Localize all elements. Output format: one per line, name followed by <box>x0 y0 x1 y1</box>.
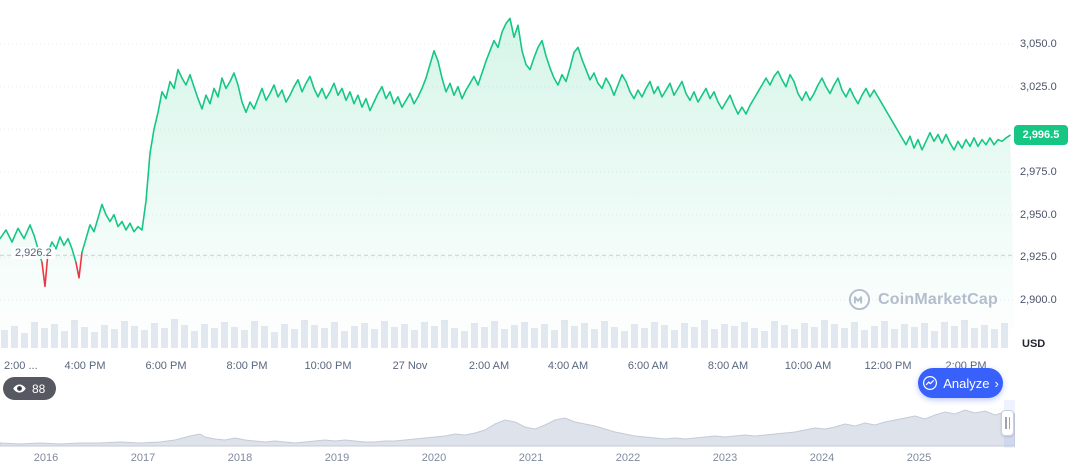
price-axis-label: 3,025.0 <box>1020 80 1057 93</box>
navigator-brush-handle[interactable] <box>1001 410 1014 436</box>
watermark-text: CoinMarketCap <box>878 290 998 308</box>
year-label[interactable]: 2017 <box>130 452 156 464</box>
history-navigator[interactable] <box>0 400 1015 448</box>
year-label[interactable]: 2023 <box>712 452 738 464</box>
price-axis-label: 2,950.0 <box>1020 208 1057 221</box>
watchers-count: 88 <box>32 381 46 396</box>
year-label[interactable]: 2021 <box>518 452 544 464</box>
price-axis-label: 2,975.0 <box>1020 166 1057 178</box>
year-axis: 2016 2017 2018 2019 2020 2021 2022 2023 2024 2025 <box>0 452 1015 466</box>
price-axis-label: 3,050.0 <box>1020 38 1057 50</box>
analyze-icon <box>922 375 938 391</box>
analyze-label: Analyze <box>943 375 990 391</box>
price-chart[interactable] <box>0 0 1015 352</box>
price-axis-unit: USD <box>1022 338 1046 350</box>
time-axis-label: 4:00 AM <box>547 360 589 372</box>
prev-close-label: 2,926.2 <box>12 247 55 260</box>
time-axis-label: 27 Nov <box>392 360 428 372</box>
analyze-button[interactable]: Analyze › <box>918 368 1003 398</box>
time-axis-label: 4:00 PM <box>64 360 106 372</box>
time-axis-label: 2:00 ... <box>4 360 38 372</box>
time-axis-label: 8:00 PM <box>226 360 268 372</box>
year-label[interactable]: 2025 <box>906 452 932 464</box>
year-label[interactable]: 2018 <box>227 452 253 464</box>
year-label[interactable]: 2020 <box>421 452 447 464</box>
time-axis-label: 6:00 AM <box>627 360 669 372</box>
year-label[interactable]: 2022 <box>615 452 641 464</box>
year-label[interactable]: 2016 <box>33 452 59 464</box>
coinmarketcap-logo-icon <box>848 288 871 311</box>
eye-icon <box>12 381 27 396</box>
time-axis-label: 8:00 AM <box>707 360 749 372</box>
time-axis-label: 6:00 PM <box>145 360 187 372</box>
year-label[interactable]: 2019 <box>324 452 350 464</box>
time-axis-label: 12:00 PM <box>864 360 912 372</box>
time-axis: 2:00 ... 4:00 PM 6:00 PM 8:00 PM 10:00 PM 27 … <box>0 360 1015 376</box>
current-price-badge: 2,996.5 <box>1014 125 1068 146</box>
time-axis-label: 10:00 AM <box>784 360 832 372</box>
watchers-badge[interactable]: 88 <box>3 377 57 400</box>
time-axis-label: 2:00 AM <box>468 360 510 372</box>
year-label[interactable]: 2024 <box>809 452 835 464</box>
time-axis-label: 10:00 PM <box>304 360 352 372</box>
price-axis-label: 2,925.0 <box>1020 251 1057 264</box>
chevron-right-icon: › <box>994 375 999 391</box>
coinmarketcap-watermark: CoinMarketCap <box>848 288 998 311</box>
price-axis-label: 2,900.0 <box>1020 294 1057 306</box>
